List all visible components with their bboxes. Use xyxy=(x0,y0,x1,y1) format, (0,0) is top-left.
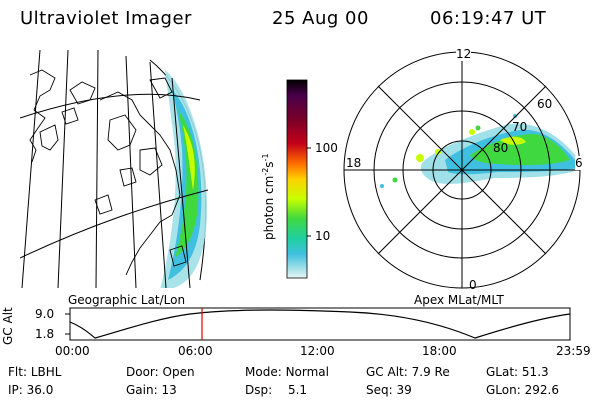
auroral-oval-peak xyxy=(183,125,195,190)
altitude-ytick: 1.8 xyxy=(35,327,55,341)
polar-aurora-spot xyxy=(392,177,398,183)
geographic-map xyxy=(20,49,209,288)
status-mode: Mode: Normal xyxy=(245,365,329,379)
altitude-ytick: 9.0 xyxy=(35,307,55,321)
parallel-lines xyxy=(20,93,209,259)
polar-aurora-spot xyxy=(513,114,517,118)
polar-aurora-spot xyxy=(380,184,384,188)
mlat-label-60: 60 xyxy=(537,97,553,111)
auroral-oval-core xyxy=(175,110,199,258)
auroral-oval-mid xyxy=(168,90,202,280)
status-gc-alt: GC Alt: 7.9 Re xyxy=(366,365,450,379)
altitude-curve xyxy=(69,309,571,339)
mlt-label-6: 6 xyxy=(575,156,583,170)
status-dsp: Dsp: 5.1 xyxy=(245,383,308,397)
time-readout: 06:19:47 UT xyxy=(430,8,547,29)
mlt-label-18: 18 xyxy=(346,156,362,170)
status-seq: Seq: 39 xyxy=(366,383,412,397)
coastlines xyxy=(29,69,187,276)
status-ip: IP: 36.0 xyxy=(8,383,54,397)
status-door: Door: Open xyxy=(126,365,195,379)
polar-aurora-spot xyxy=(475,125,481,131)
polar-aurora-spot xyxy=(435,149,441,155)
polar-aurora-spot xyxy=(416,154,424,162)
colorbar-gradient xyxy=(286,79,308,279)
altitude-ylabel: GC Alt xyxy=(1,307,15,345)
app-title: Ultraviolet Imager xyxy=(20,8,192,29)
altitude-xtick: 23:59 xyxy=(556,344,591,358)
altitude-xtick: 06:00 xyxy=(178,344,213,358)
status-glat: GLat: 51.3 xyxy=(486,365,549,379)
altitude-xtick: 18:00 xyxy=(422,344,457,358)
mlt-label-0: 0 xyxy=(469,278,477,292)
altitude-xtick: 12:00 xyxy=(300,344,335,358)
mlat-label-70: 70 xyxy=(512,120,528,134)
polar-plot xyxy=(343,51,581,289)
status-glon: GLon: 292.6 xyxy=(486,383,559,397)
mlt-label-12: 12 xyxy=(456,47,472,61)
status-flt: Flt: LBHL xyxy=(8,365,62,379)
polar-diagonals xyxy=(377,85,547,255)
polar-aurora-spot xyxy=(469,129,475,135)
date-readout: 25 Aug 00 xyxy=(272,8,369,29)
colorbar xyxy=(286,79,311,279)
meridian-lines xyxy=(21,49,191,288)
colorbar-tick-label: 100 xyxy=(315,141,338,155)
altitude-xtick: 00:00 xyxy=(55,344,90,358)
status-gain: Gain: 13 xyxy=(126,383,177,397)
colorbar-tick-label: 10 xyxy=(315,229,331,243)
right-panel-label: Apex MLat/MLT xyxy=(414,293,504,307)
colorbar-unit-label: photon cm-2s-1 xyxy=(261,153,276,240)
mlat-label-80: 80 xyxy=(493,141,509,155)
left-panel-label: Geographic Lat/Lon xyxy=(68,293,186,307)
altitude-plot xyxy=(65,307,571,341)
